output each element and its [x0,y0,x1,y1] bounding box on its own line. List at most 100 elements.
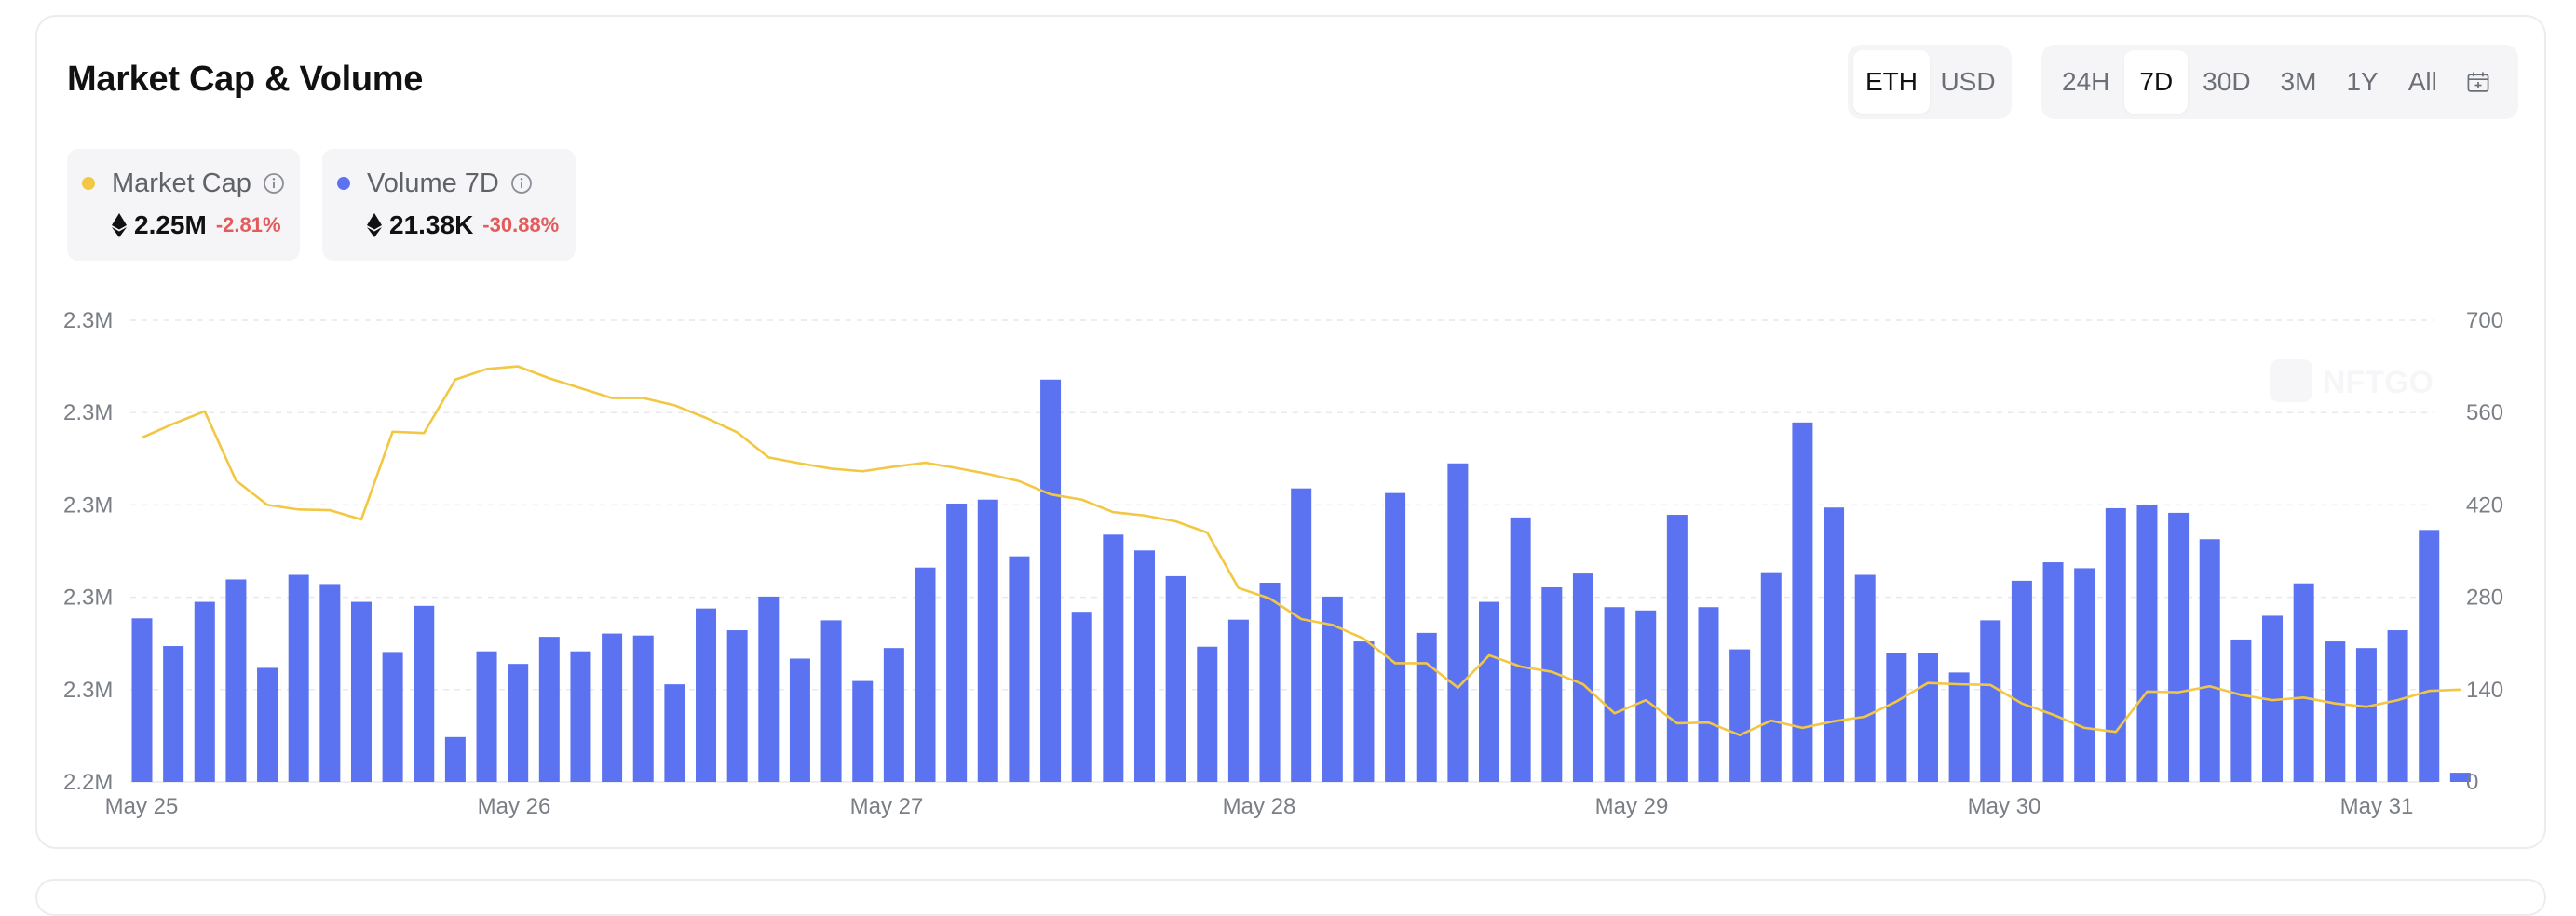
volume-bar[interactable] [1009,556,1030,782]
market-cap-line[interactable] [141,365,2461,736]
volume-bar[interactable] [1385,492,1406,782]
volume-bar[interactable] [382,652,403,782]
range-1y-button[interactable]: 1Y [2346,67,2379,96]
volume-bar[interactable] [2293,583,2314,782]
volume-bar[interactable] [2325,641,2346,782]
info-icon[interactable] [263,172,285,195]
market-cap-label: Market Cap [112,168,251,198]
volume-bar[interactable] [632,635,654,782]
volume-bar[interactable] [1227,619,1249,782]
volume-bar[interactable] [1572,573,1593,782]
volume-bar[interactable] [1447,463,1469,782]
volume-bar[interactable] [131,618,153,782]
calendar-plus-icon[interactable] [2452,50,2504,114]
volume-bar[interactable] [1541,586,1563,782]
volume-bar[interactable] [2355,648,2377,782]
volume-bar[interactable] [820,620,842,782]
volume-bar[interactable] [414,605,435,782]
volume-bar[interactable] [350,601,372,782]
volume-bar[interactable] [1729,649,1751,782]
right-axis-tick-label: 0 [2466,770,2478,795]
volume-bar[interactable] [444,736,466,782]
volume-bar[interactable] [1980,620,2001,782]
info-icon[interactable] [510,172,533,195]
volume-bar[interactable] [2449,773,2471,782]
range-30d-button[interactable]: 30D [2203,67,2251,96]
market-cap-volume-chart: NFTGO 2.2M 2.3M 2.3M 2.3M 2.3M 2.3M 0 140 280 420… [63,308,2503,819]
volume-bar[interactable] [1040,379,1062,782]
nftgo-watermark: NFTGO [2270,359,2434,402]
volume-bar[interactable] [2136,505,2158,782]
volume-bar[interactable] [2042,562,2064,782]
volume-bar[interactable] [2105,507,2126,782]
range-3m-button[interactable]: 3M [2280,67,2317,96]
range-7d-button[interactable]: 7D [2124,50,2189,114]
volume-bar[interactable] [664,684,685,782]
volume-bar[interactable] [319,584,341,782]
volume-bar[interactable] [852,680,874,782]
volume-bar[interactable] [2074,568,2095,782]
volume-bar[interactable] [1666,515,1688,782]
volume-bar[interactable] [1322,596,1343,782]
volume-bar[interactable] [2011,580,2032,782]
volume-bar[interactable] [1948,672,1970,782]
volume-bar[interactable] [758,596,780,782]
volume-bar[interactable] [1635,610,1657,782]
volume-bar[interactable] [1604,607,1625,782]
volume-bar[interactable] [1259,583,1281,782]
range-24h-button[interactable]: 24H [2062,67,2110,96]
volume-bar[interactable] [1103,534,1124,782]
left-axis-tick-label: 2.3M [63,308,113,333]
volume-bar[interactable] [508,664,529,782]
volume-bar[interactable] [163,646,184,782]
x-axis-tick-label: May 29 [1595,794,1669,819]
volume-bar[interactable] [946,503,968,782]
volume-bar[interactable] [883,648,904,782]
range-all-button[interactable]: All [2407,67,2437,96]
volume-bar[interactable] [602,633,623,782]
volume-bar[interactable] [1133,550,1155,782]
volume-bar[interactable] [1854,574,1876,782]
volume-bar[interactable] [2387,630,2408,782]
volume-bar[interactable] [1291,488,1312,782]
legend-market-cap[interactable]: Market Cap 2.25M -2.81% [67,149,300,261]
volume-bar[interactable] [1760,572,1782,782]
volume-bar[interactable] [1886,653,1907,782]
volume-bar[interactable] [476,651,497,782]
volume-bar[interactable] [225,579,247,782]
volume-bar[interactable] [1353,641,1375,782]
volume-bar[interactable] [2230,639,2252,782]
volume-bar[interactable] [1917,653,1938,782]
volume-bar[interactable] [538,637,560,782]
x-axis-tick-label: May 31 [2340,794,2414,819]
volume-bar[interactable] [194,601,215,782]
volume-bar[interactable] [1479,601,1500,782]
volume-bar[interactable] [977,499,998,782]
right-axis-tick-label: 420 [2466,492,2503,518]
volume-bar[interactable] [915,567,936,782]
legend-volume[interactable]: Volume 7D 21.38K -30.88% [322,149,576,261]
volume-bar[interactable] [2419,530,2440,782]
volume-bar[interactable] [1792,422,1813,782]
volume-bar[interactable] [1165,575,1186,782]
volume-bar[interactable] [789,658,810,782]
left-axis-tick-label: 2.3M [63,400,113,425]
volume-bar[interactable] [1824,507,1845,782]
volume-bar[interactable] [1197,646,1218,782]
right-axis-tick-label: 560 [2466,400,2503,425]
volume-bar[interactable] [288,574,309,782]
volume-bar[interactable] [1698,607,1719,782]
currency-usd-button[interactable]: USD [1940,67,1996,96]
volume-bar[interactable] [2262,615,2284,782]
volume-bar[interactable] [570,651,591,782]
volume-bar[interactable] [1416,632,1437,782]
volume-bar[interactable] [1071,612,1092,782]
volume-bar[interactable] [257,667,278,782]
volume-bar[interactable] [1510,517,1531,782]
volume-bar[interactable] [2168,512,2190,782]
volume-bar[interactable] [726,630,748,782]
right-axis-tick-label: 140 [2466,678,2503,703]
currency-eth-button[interactable]: ETH [1853,50,1930,114]
volume-bar[interactable] [2199,539,2220,782]
volume-bar[interactable] [696,608,717,782]
